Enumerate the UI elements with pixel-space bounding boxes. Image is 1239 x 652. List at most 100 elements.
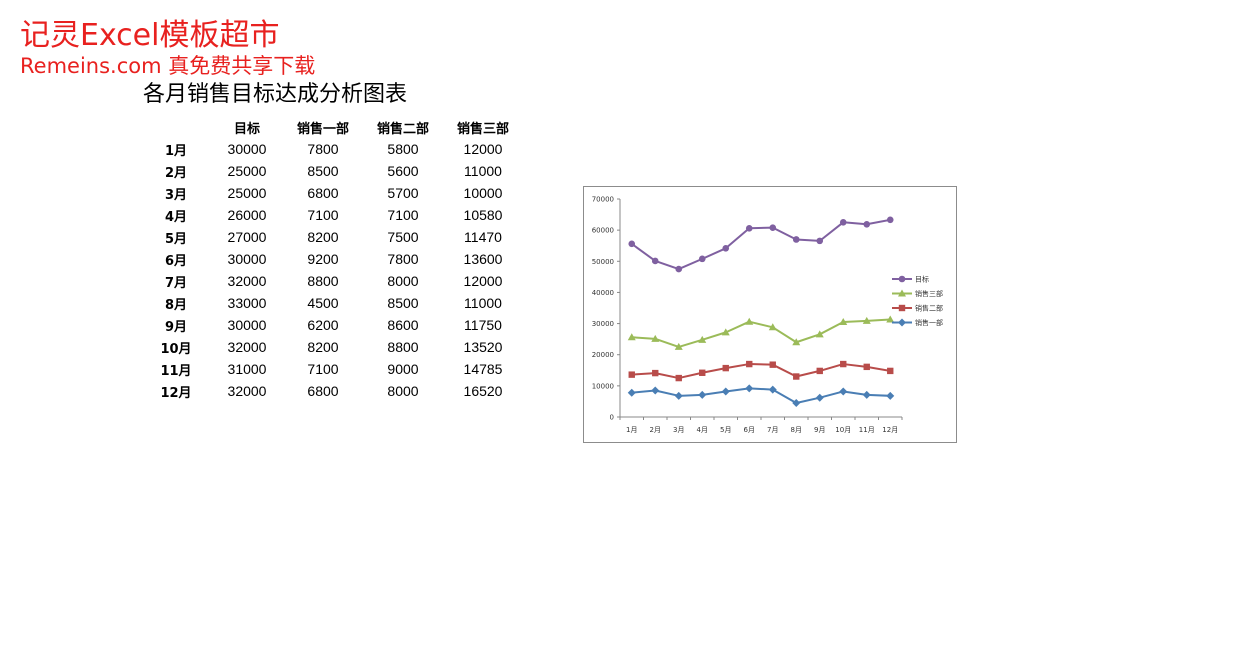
data-point [722,364,729,372]
y-tick-label: 50000 [592,258,614,266]
data-point [722,244,730,252]
chart-canvas: 0 10000 20000 30000 40000 50000 60000 70000 1月 2月… [592,196,943,435]
value-cell: 7100 [307,207,339,223]
month-cell: 1月 [164,143,188,159]
x-tick-label: 1月 [626,426,637,434]
series-line [631,318,891,348]
value-cell: 4500 [307,295,339,311]
data-point [886,315,895,323]
data-point [627,388,636,397]
value-cell: 7800 [307,141,339,157]
data-point [675,265,683,273]
series-line [631,363,891,380]
data-point [815,393,824,402]
data-point [628,371,635,378]
header-cell: 目标 [233,121,260,137]
table-row: 9月 30000 6200 8600 11750 [140,314,524,336]
month-cell: 7月 [164,275,188,291]
table-header-row: 目标 销售一部 销售二部 销售三部 [140,116,524,138]
header-cell: 销售一部 [296,121,349,137]
value-cell: 30000 [227,251,267,267]
x-tick-label: 4月 [697,426,708,434]
legend-marker [898,318,906,327]
y-tick-label: 60000 [592,227,614,235]
data-point [628,240,636,248]
data-point [768,323,777,331]
x-tick-label: 10月 [835,426,851,434]
value-cell: 9200 [307,251,339,267]
value-cell: 8000 [387,273,419,289]
series-销售一部 [627,384,895,407]
y-tick-label: 0 [610,414,614,422]
table-row: 11月 31000 7100 9000 14785 [140,358,524,380]
data-point [698,335,707,343]
x-tick-label: 12月 [882,426,898,434]
x-tick-label: 8月 [791,426,802,434]
y-tick-label: 40000 [592,289,614,297]
header-cell [140,116,212,138]
series-line [631,218,891,271]
y-tick-label: 20000 [592,351,614,359]
value-cell: 8500 [307,163,339,179]
data-point [769,361,776,368]
data-point [651,334,660,342]
table-row: 4月 26000 7100 7100 10580 [140,204,524,226]
table-row: 12月 32000 6800 8000 16520 [140,380,524,402]
value-cell: 26000 [227,207,267,223]
data-point [746,360,753,368]
data-point [792,338,801,346]
value-cell: 33000 [227,295,267,311]
value-cell: 11000 [464,295,502,311]
value-cell: 30000 [227,317,267,333]
table-row: 8月 33000 4500 8500 11000 [140,292,524,314]
data-point [862,390,871,399]
legend-marker [898,275,906,283]
value-cell: 25000 [227,163,267,179]
data-point [886,391,895,400]
value-cell: 8600 [387,317,419,333]
legend-marker [898,289,906,297]
data-point [674,342,683,350]
data-table: 目标 销售一部 销售二部 销售三部 1月 30000 7800 5800 12000 2月… [140,116,524,402]
legend-label: 目标 [915,275,929,284]
x-tick-label: 6月 [744,426,755,434]
month-cell: 5月 [164,231,188,247]
value-cell: 10580 [463,207,503,223]
value-cell: 5800 [387,141,419,157]
data-point [839,317,848,325]
data-point [651,386,660,395]
value-cell: 31000 [227,361,267,377]
table-row: 7月 32000 8800 8000 12000 [140,270,524,292]
value-cell: 11750 [464,317,502,333]
value-cell: 6800 [307,383,339,399]
value-cell: 8200 [307,339,339,355]
data-point [792,398,801,407]
value-cell: 9000 [387,361,419,377]
data-point [627,333,636,341]
data-point [768,385,777,394]
data-point [769,224,777,231]
month-cell: 4月 [164,209,188,225]
value-cell: 7100 [307,361,339,377]
data-point [863,220,871,228]
series-销售三部 [627,315,895,350]
data-point [862,316,871,324]
legend-label: 销售一部 [915,318,943,327]
table-row: 3月 25000 6800 5700 10000 [140,182,524,204]
month-cell: 6月 [164,253,188,269]
value-cell: 12000 [463,141,503,157]
value-cell: 32000 [227,339,267,355]
value-cell: 6200 [307,317,339,333]
value-cell: 30000 [227,141,267,157]
header-cell: 销售二部 [376,121,429,137]
data-point [698,390,707,399]
data-point [651,257,659,265]
month-cell: 12月 [160,385,192,401]
legend-label: 销售二部 [915,304,943,313]
y-tick-label: 70000 [592,196,614,204]
data-point [792,236,800,243]
data-point [674,391,683,400]
month-cell: 9月 [164,319,188,335]
value-cell: 7100 [387,207,419,223]
data-point [839,387,848,396]
